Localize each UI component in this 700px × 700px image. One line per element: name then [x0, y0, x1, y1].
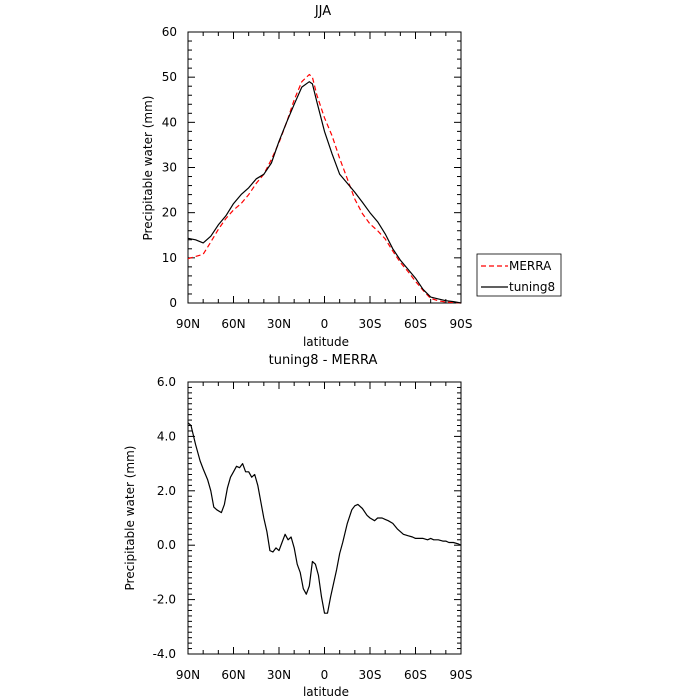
series-line-tuning8: [187, 81, 462, 304]
y-tick-label: 0: [169, 296, 177, 310]
y-tick-label: -4.0: [153, 647, 176, 661]
legend: MERRA tuning8: [476, 253, 562, 297]
axis-ticks: [187, 31, 462, 304]
y-tick-label: 0.0: [157, 538, 176, 552]
series-lines: [187, 73, 462, 304]
chart-title: JJA: [314, 4, 331, 19]
x-tick-label: 90N: [176, 668, 200, 682]
legend-label-merra: MERRA: [509, 259, 552, 273]
x-tick-label: 90N: [176, 317, 200, 331]
x-tick-label: 90S: [450, 668, 473, 682]
plot-frame: [187, 31, 462, 304]
series-line-merra: [187, 73, 462, 304]
y-tick-label: 20: [162, 206, 177, 220]
x-tick-label: 0: [321, 317, 329, 331]
x-tick-labels: 90N 60N 30N 0 30S 60S 90S: [176, 317, 473, 331]
y-tick-label: 10: [162, 251, 177, 265]
x-tick-label: 30S: [359, 317, 382, 331]
y-axis-label: Precipitable water (mm): [141, 96, 155, 241]
panel-precipitable-water-jja: JJA 0 10 20 30 40 50 60 90N 60N 30N 0 30S 60S 90S la…: [141, 4, 562, 349]
x-tick-label: 60S: [404, 317, 427, 331]
x-tick-label: 30S: [359, 668, 382, 682]
y-tick-label: 50: [162, 70, 177, 84]
x-tick-labels: 90N 60N 30N 0 30S 60S 90S: [176, 668, 473, 682]
y-tick-label: 6.0: [157, 375, 176, 389]
x-tick-label: 90S: [450, 317, 473, 331]
chart-title: tuning8 - MERRA: [269, 353, 378, 368]
y-tick-label: 2.0: [157, 484, 176, 498]
series-line-difference: [187, 422, 462, 614]
y-tick-label: 4.0: [157, 429, 176, 443]
x-tick-label: 60S: [404, 668, 427, 682]
x-tick-label: 0: [321, 668, 329, 682]
x-tick-label: 30N: [267, 668, 291, 682]
series-lines: [187, 422, 462, 614]
y-tick-label: 30: [162, 161, 177, 175]
y-tick-labels: 0 10 20 30 40 50 60: [162, 25, 177, 310]
x-tick-label: 60N: [221, 317, 245, 331]
x-axis-label: latitude: [303, 685, 349, 699]
y-tick-label: 40: [162, 115, 177, 129]
y-axis-label: Precipitable water (mm): [123, 446, 137, 591]
x-tick-label: 60N: [221, 668, 245, 682]
panel-difference-tuning8-merra: tuning8 - MERRA -4.0 -2.0 0.0 2.0 4.0 6.0 90N…: [123, 353, 472, 699]
x-axis-label: latitude: [303, 335, 349, 349]
legend-box: [476, 253, 562, 297]
x-tick-label: 30N: [267, 317, 291, 331]
axis-ticks: [187, 381, 462, 655]
legend-label-tuning8: tuning8: [509, 280, 555, 294]
y-tick-labels: -4.0 -2.0 0.0 2.0 4.0 6.0: [153, 375, 176, 661]
y-tick-label: 60: [162, 25, 177, 39]
y-tick-label: -2.0: [153, 593, 176, 607]
